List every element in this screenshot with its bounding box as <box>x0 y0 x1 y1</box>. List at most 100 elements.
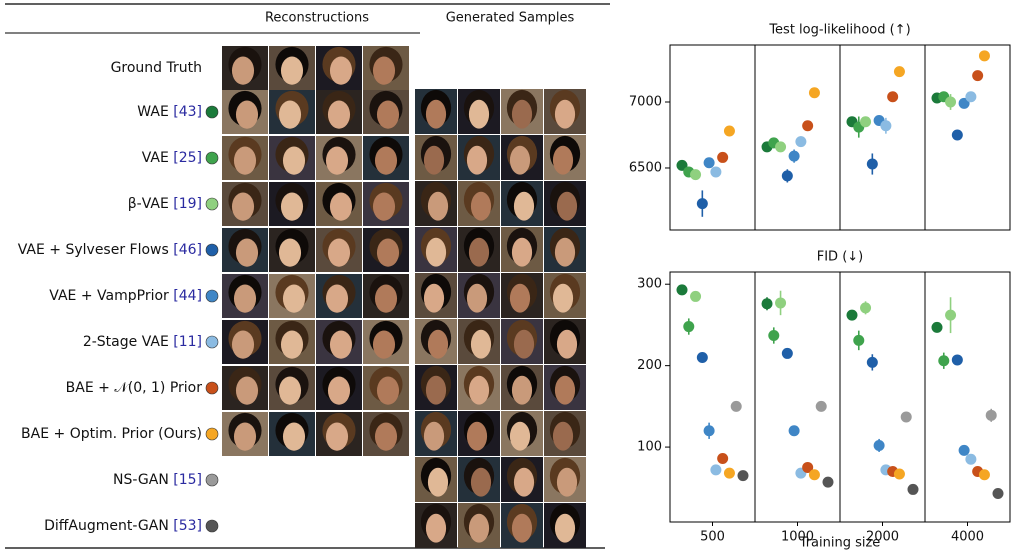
face-skin <box>283 147 305 175</box>
x-axis-label: Training size <box>799 536 881 551</box>
point <box>945 97 956 108</box>
method-marker <box>206 152 218 164</box>
column-header: Reconstructions <box>265 11 369 26</box>
point <box>867 357 878 368</box>
face-skin <box>555 100 575 129</box>
face-skin <box>328 101 350 129</box>
face-skin <box>279 239 301 267</box>
method-name: BAE + 𝒩(0, 1) Prior <box>66 380 203 396</box>
point <box>894 468 905 479</box>
citation: [15] <box>173 472 202 488</box>
face-skin <box>234 285 256 313</box>
point <box>677 284 688 295</box>
face-skin <box>281 57 303 85</box>
face-skin <box>514 192 534 221</box>
point <box>690 291 701 302</box>
point <box>853 335 864 346</box>
face-skin <box>330 331 352 359</box>
point <box>959 445 970 456</box>
method-name: 2-Stage VAE <box>83 334 169 350</box>
citation: [44] <box>173 288 202 304</box>
point <box>704 157 715 168</box>
face-skin <box>426 514 446 543</box>
point <box>768 330 779 341</box>
point <box>809 469 820 480</box>
face-skin <box>469 376 489 405</box>
y-tick-label: 200 <box>637 358 662 373</box>
face-skin <box>555 376 575 405</box>
face-skin <box>514 330 534 359</box>
face-skin <box>377 377 399 405</box>
face-skin <box>426 238 446 267</box>
citation: [53] <box>173 518 202 534</box>
point <box>724 468 735 479</box>
citation: [19] <box>173 196 202 212</box>
face-skin <box>236 377 258 405</box>
method-marker <box>206 474 218 486</box>
row-label: WAE [43] <box>137 104 202 120</box>
point <box>809 87 820 98</box>
point <box>880 120 891 131</box>
row-label: VAE + Sylveser Flows [46] <box>18 242 202 258</box>
face-skin <box>236 239 258 267</box>
method-marker <box>206 290 218 302</box>
method-marker <box>206 336 218 348</box>
point <box>690 169 701 180</box>
face-skin <box>467 146 487 175</box>
face-skin <box>428 192 448 221</box>
point <box>782 348 793 359</box>
row-label: Ground Truth <box>111 60 202 76</box>
y-tick-label: 100 <box>637 440 662 455</box>
face-skin <box>510 146 530 175</box>
point <box>704 425 715 436</box>
face-skin <box>467 422 487 451</box>
row-label: NS-GAN [15] <box>113 472 202 488</box>
method-name: WAE <box>137 104 169 120</box>
method-marker <box>206 520 218 532</box>
method-name: β-VAE <box>128 196 169 212</box>
method-marker <box>206 244 218 256</box>
face-skin <box>424 146 444 175</box>
method-name: DiffAugment-GAN <box>44 518 169 534</box>
citation: [43] <box>173 104 202 120</box>
face-skin <box>236 101 258 129</box>
method-name: BAE + Optim. Prior (Ours) <box>21 426 202 442</box>
citation: [25] <box>173 150 202 166</box>
face-skin <box>234 147 256 175</box>
x-tick-label: 4000 <box>951 530 984 545</box>
point <box>802 120 813 131</box>
face-skin <box>283 423 305 451</box>
point <box>847 310 858 321</box>
point <box>901 411 912 422</box>
method-name: Ground Truth <box>111 60 202 76</box>
column-header: Generated Samples <box>446 11 575 26</box>
face-skin <box>555 238 575 267</box>
face-skin <box>471 468 491 497</box>
point <box>952 354 963 365</box>
face-skin <box>510 284 530 313</box>
face-skin <box>557 330 577 359</box>
face-skin <box>514 468 534 497</box>
point <box>816 401 827 412</box>
face-skin <box>330 57 352 85</box>
face-skin <box>557 468 577 497</box>
face-skin <box>553 146 573 175</box>
point <box>965 454 976 465</box>
point <box>860 302 871 313</box>
face-skin <box>553 284 573 313</box>
face-skin <box>469 100 489 129</box>
face-skin <box>373 193 395 221</box>
point <box>795 136 806 147</box>
y-tick-label: 300 <box>637 277 662 292</box>
point <box>710 464 721 475</box>
face-skin <box>328 239 350 267</box>
face-skin <box>469 238 489 267</box>
face-skin <box>375 285 397 313</box>
method-name: VAE <box>142 150 169 166</box>
point <box>789 425 800 436</box>
y-tick-label: 6500 <box>629 160 662 175</box>
row-label: VAE [25] <box>142 150 202 166</box>
face-skin <box>326 285 348 313</box>
point <box>993 488 1004 499</box>
method-marker <box>206 106 218 118</box>
